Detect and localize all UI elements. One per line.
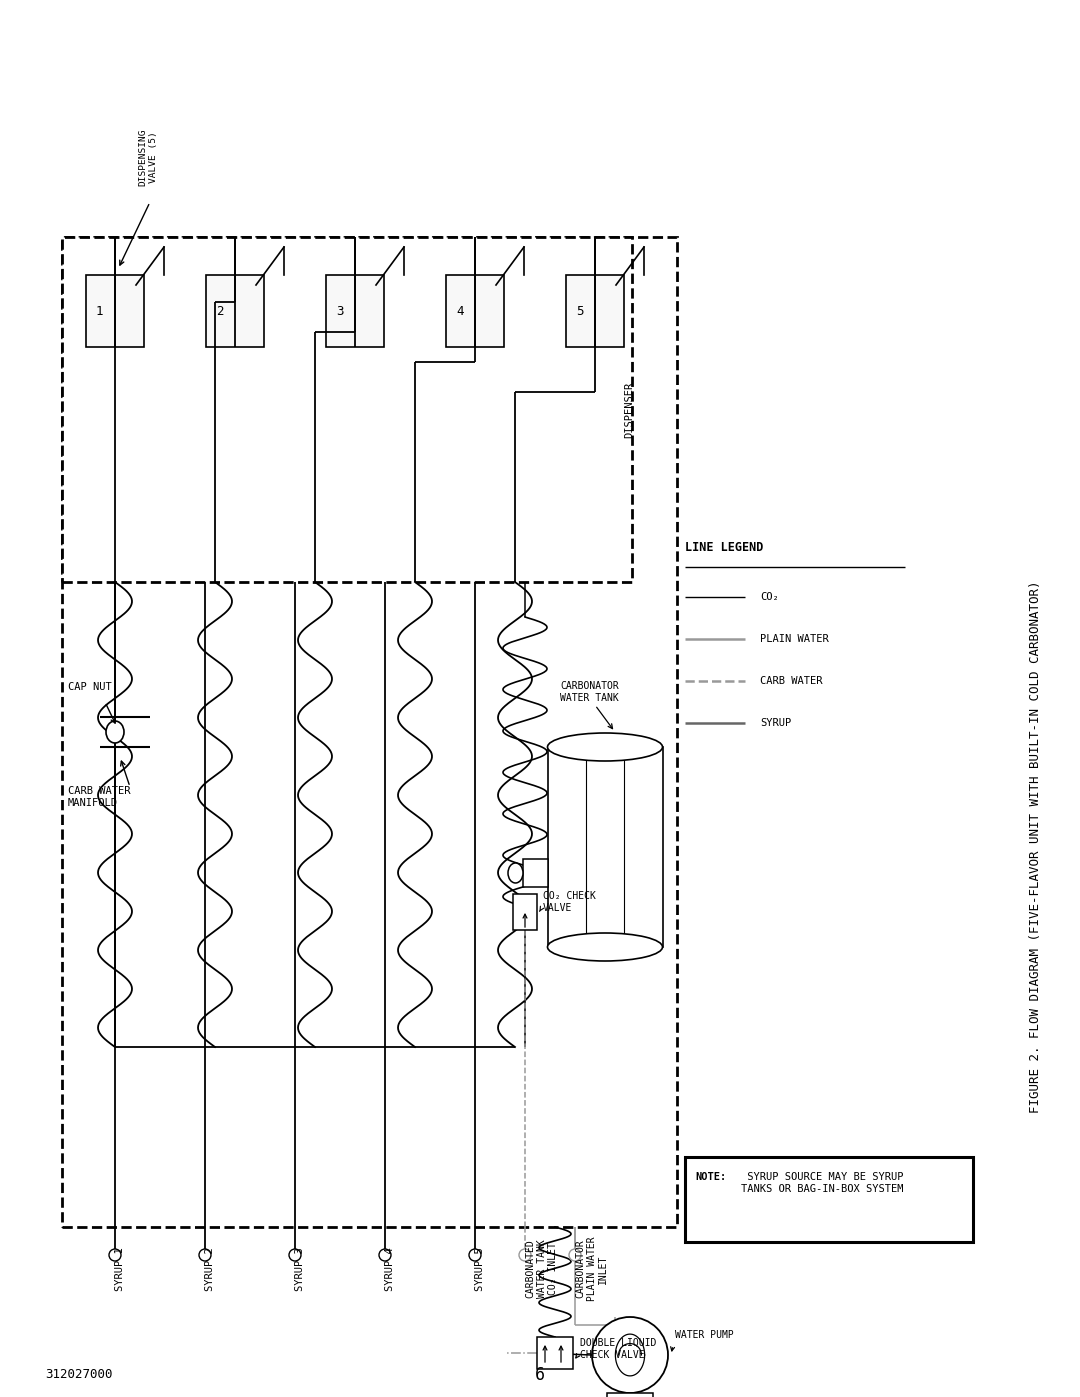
Text: CAP NUT: CAP NUT (68, 682, 111, 692)
Bar (513, 894, 537, 930)
Ellipse shape (548, 933, 662, 961)
Text: SYRUP 2: SYRUP 2 (205, 1248, 215, 1291)
Text: PLAIN WATER: PLAIN WATER (760, 634, 828, 644)
Text: 6: 6 (535, 1366, 545, 1384)
Text: CARBONATOR
PLAIN WATER
INLET: CARBONATOR PLAIN WATER INLET (575, 1236, 608, 1302)
Bar (446, 275, 504, 346)
Text: SYRUP 4: SYRUP 4 (384, 1248, 395, 1291)
Bar (566, 275, 624, 346)
Text: CARB WATER: CARB WATER (760, 676, 823, 686)
Ellipse shape (199, 1249, 211, 1261)
Text: SYRUP 3: SYRUP 3 (295, 1248, 305, 1291)
Text: 312027000: 312027000 (45, 1369, 112, 1382)
Text: NOTE:: NOTE: (696, 1172, 726, 1182)
Text: DISPENSER: DISPENSER (624, 381, 634, 437)
Ellipse shape (508, 863, 523, 883)
Ellipse shape (469, 1249, 481, 1261)
Ellipse shape (569, 1249, 581, 1261)
Text: WATER PUMP: WATER PUMP (675, 1330, 733, 1340)
Text: 2: 2 (216, 305, 224, 317)
Text: CARB WATER
MANIFOLD: CARB WATER MANIFOLD (68, 787, 131, 807)
Ellipse shape (592, 1317, 669, 1393)
Text: SYRUP 1: SYRUP 1 (114, 1248, 125, 1291)
Ellipse shape (109, 1249, 121, 1261)
Bar (523, 859, 548, 887)
Bar (326, 275, 384, 346)
Text: DISPENSING
VALVE (5): DISPENSING VALVE (5) (138, 129, 158, 186)
Ellipse shape (548, 733, 662, 761)
Text: 4: 4 (456, 305, 463, 317)
Bar (537, 1337, 573, 1369)
Bar (607, 1393, 652, 1397)
Text: LINE LEGEND: LINE LEGEND (685, 541, 764, 553)
Text: CARBONATOR
WATER TANK: CARBONATOR WATER TANK (561, 682, 619, 703)
Bar (86, 275, 144, 346)
Text: FIGURE 2. FLOW DIAGRAM (FIVE-FLAVOR UNIT WITH BUILT-IN COLD CARBONATOR): FIGURE 2. FLOW DIAGRAM (FIVE-FLAVOR UNIT… (1028, 581, 1041, 1113)
Bar (685, 1157, 973, 1242)
Text: CO₂ CHECK
VALVE: CO₂ CHECK VALVE (543, 891, 596, 912)
Text: CO₂: CO₂ (760, 592, 779, 602)
Text: SYRUP 5: SYRUP 5 (475, 1248, 485, 1291)
Ellipse shape (379, 1249, 391, 1261)
Ellipse shape (106, 721, 124, 743)
Ellipse shape (289, 1249, 301, 1261)
Bar (206, 275, 264, 346)
Text: SYRUP SOURCE MAY BE SYRUP
TANKS OR BAG-IN-BOX SYSTEM: SYRUP SOURCE MAY BE SYRUP TANKS OR BAG-I… (741, 1172, 904, 1193)
Bar (62, 237, 677, 1227)
Text: 5: 5 (576, 305, 583, 317)
Text: 1: 1 (96, 305, 104, 317)
Bar (548, 747, 662, 947)
Bar (62, 237, 632, 583)
Text: 3: 3 (336, 305, 343, 317)
Text: SYRUP: SYRUP (760, 718, 792, 728)
Text: DOUBLE LIQUID
CHECK VALVE: DOUBLE LIQUID CHECK VALVE (580, 1338, 657, 1359)
Text: CARBONATED
WATER TANK
CO₂ INLET: CARBONATED WATER TANK CO₂ INLET (525, 1239, 558, 1298)
Ellipse shape (519, 1249, 531, 1261)
